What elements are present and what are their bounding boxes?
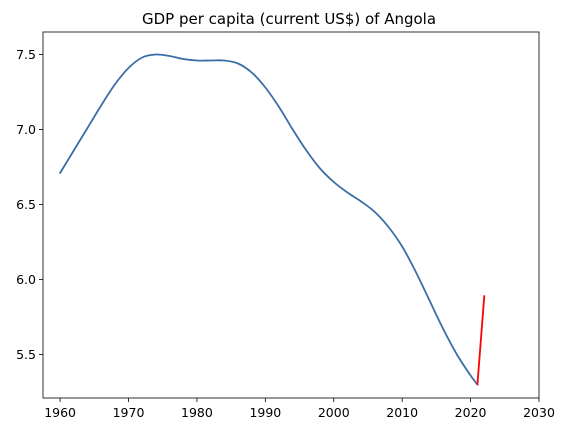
y-tick-label: 7.0	[16, 122, 36, 137]
plot-area	[43, 32, 539, 398]
x-axis-ticks: 1960 1970 1980 1990 2000 2010 2020 2030	[44, 398, 555, 420]
x-tick-label: 1990	[249, 405, 281, 420]
y-tick-label: 6.0	[16, 272, 36, 287]
x-tick-label: 2030	[523, 405, 555, 420]
y-axis-ticks: 5.5 6.0 6.5 7.0 7.5	[16, 47, 43, 362]
series-line-forecast	[476, 295, 486, 386]
y-tick-label: 7.5	[16, 47, 36, 62]
y-tick-label: 5.5	[16, 347, 36, 362]
x-tick-label: 1960	[44, 405, 76, 420]
y-tick-label: 6.5	[16, 197, 36, 212]
x-tick-label: 2000	[318, 405, 350, 420]
x-tick-label: 2020	[455, 405, 487, 420]
series-line-historical	[59, 53, 479, 386]
x-tick-label: 2010	[386, 405, 418, 420]
x-tick-label: 1970	[113, 405, 145, 420]
plot-frame	[42, 31, 540, 399]
chart-title: GDP per capita (current US$) of Angola	[142, 10, 436, 28]
x-tick-label: 1980	[181, 405, 213, 420]
series-layer	[59, 53, 486, 386]
